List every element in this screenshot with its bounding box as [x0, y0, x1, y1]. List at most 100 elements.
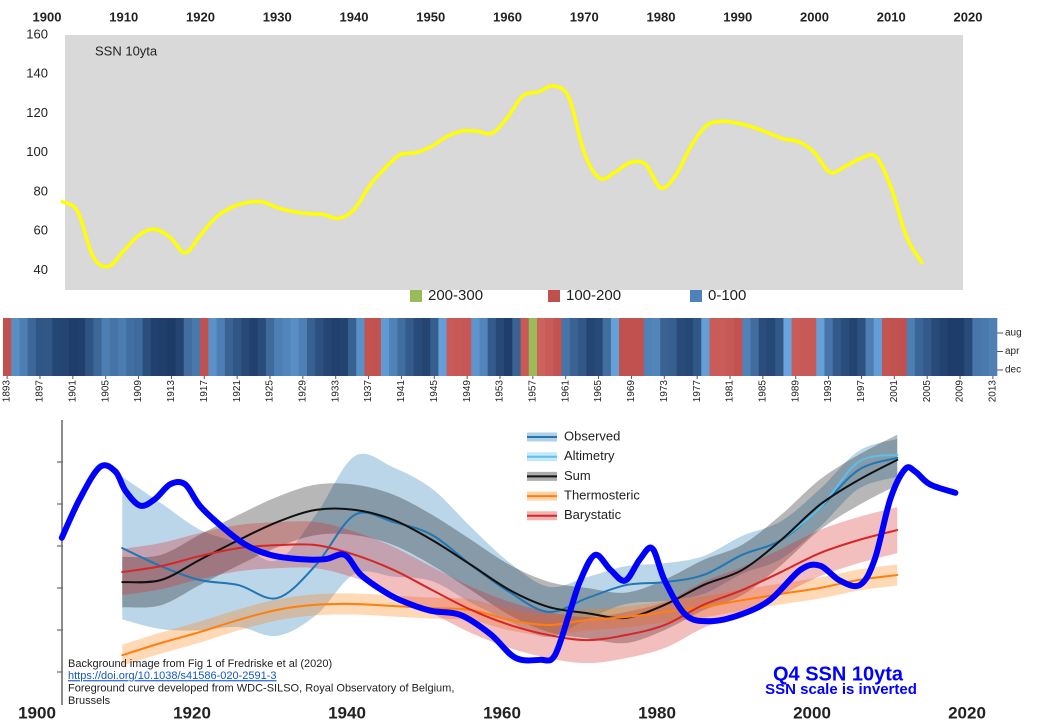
x-tick-label: 1965: [593, 380, 604, 403]
x-tick-label: 1981: [725, 380, 736, 403]
heat-cell: [512, 318, 521, 376]
x-tick-label: 1925: [265, 380, 276, 403]
y-tick-label: 140: [26, 66, 48, 81]
heat-cell: [972, 318, 981, 376]
heat-cell: [233, 318, 242, 376]
legend-label: 0-100: [708, 287, 746, 304]
uncertainty-band: [122, 564, 898, 666]
heat-cell: [109, 318, 119, 376]
heat-cell: [463, 318, 472, 376]
heat-cell: [60, 318, 70, 376]
x-tick-label: 1920: [173, 703, 211, 722]
annotation: SSN scale is inverted: [765, 681, 917, 698]
heat-cell: [315, 318, 324, 376]
x-tick-label: 1917: [199, 380, 210, 403]
heat-cell: [873, 318, 883, 376]
x-tick-label: 1920: [186, 9, 215, 24]
heat-cell: [438, 318, 447, 376]
legend-label: 100-200: [566, 287, 621, 304]
heat-cell: [610, 318, 620, 376]
y-tick-label: 40: [34, 262, 48, 277]
legend-swatch: [410, 290, 422, 302]
heat-cell: [881, 318, 891, 376]
y-tick-label: 120: [26, 105, 48, 120]
x-tick-label: 1910: [109, 9, 138, 24]
heat-cell: [446, 318, 456, 376]
heat-cell: [528, 318, 538, 376]
heat-cell: [578, 318, 587, 376]
heat-cell: [939, 318, 949, 376]
legend-swatch: [548, 290, 560, 302]
heat-cell: [545, 318, 554, 376]
heat-cell: [602, 318, 612, 376]
y-tick-label: 160: [26, 26, 48, 41]
uncertainty-band: [122, 438, 898, 638]
heat-cell: [274, 318, 283, 376]
heat-cell: [421, 318, 431, 376]
heat-cell: [931, 318, 940, 376]
heat-cell: [150, 318, 160, 376]
heat-cell: [750, 318, 760, 376]
heat-cell: [134, 318, 143, 376]
heat-cell: [643, 318, 653, 376]
x-tick-label: 1961: [560, 380, 571, 403]
heat-cell: [356, 318, 365, 376]
heat-cell: [693, 318, 702, 376]
x-tick-label: 1985: [758, 380, 769, 403]
heat-cell: [241, 318, 250, 376]
heat-cell: [159, 318, 168, 376]
plot-area: [65, 35, 963, 290]
heat-cell: [520, 318, 530, 376]
uncertainty-band: [122, 434, 898, 644]
x-tick-label: 2000: [793, 703, 831, 722]
heat-cell: [816, 318, 825, 376]
heat-cell: [561, 318, 571, 376]
legend-label: Observed: [564, 428, 620, 443]
heat-cell: [619, 318, 628, 376]
heat-cell: [569, 318, 579, 376]
heat-cell: [495, 318, 505, 376]
x-tick-label: 1937: [363, 380, 374, 403]
x-tick-label: 2013: [988, 380, 999, 403]
heat-cell: [339, 318, 349, 376]
y-tick-label: 60: [34, 223, 48, 238]
x-tick-label: 2020: [948, 703, 986, 722]
x-tick-label: 2020: [954, 9, 983, 24]
heat-cell: [906, 318, 916, 376]
heat-cell: [389, 318, 398, 376]
row-label: apr: [1005, 346, 1020, 357]
legend-label: 200-300: [428, 287, 483, 304]
x-tick-label: 1953: [495, 380, 506, 403]
heat-cell: [684, 318, 694, 376]
heat-cell: [824, 318, 834, 376]
series-line: [121, 573, 899, 657]
legend-label: Altimetry: [564, 448, 615, 463]
x-tick-label: 1973: [659, 380, 670, 403]
heat-cell: [709, 318, 718, 376]
series-line: [780, 453, 899, 542]
heat-cell: [840, 318, 850, 376]
heat-cell: [348, 318, 357, 376]
x-tick-label: 1940: [328, 703, 366, 722]
heat-cell: [68, 318, 78, 376]
x-tick-label: 1989: [790, 380, 801, 403]
heat-cell: [849, 318, 858, 376]
heat-cell: [701, 318, 710, 376]
legend-label: Thermosteric: [564, 488, 640, 503]
row-label: dec: [1005, 365, 1021, 376]
heat-cell: [372, 318, 382, 376]
heat-cell: [11, 318, 20, 376]
heat-cell: [298, 318, 308, 376]
source-link[interactable]: https://doi.org/10.1038/s41586-020-2591-…: [68, 670, 277, 682]
series-line: [121, 458, 899, 620]
heat-cell: [430, 318, 439, 376]
heat-cell: [890, 318, 899, 376]
heat-cell: [405, 318, 415, 376]
heat-cell: [980, 318, 990, 376]
x-tick-label: 1960: [483, 703, 521, 722]
heat-cell: [734, 318, 743, 376]
x-tick-label: 1970: [570, 9, 599, 24]
heat-cell: [808, 318, 817, 376]
heat-cell: [331, 318, 341, 376]
heat-cell: [479, 318, 488, 376]
